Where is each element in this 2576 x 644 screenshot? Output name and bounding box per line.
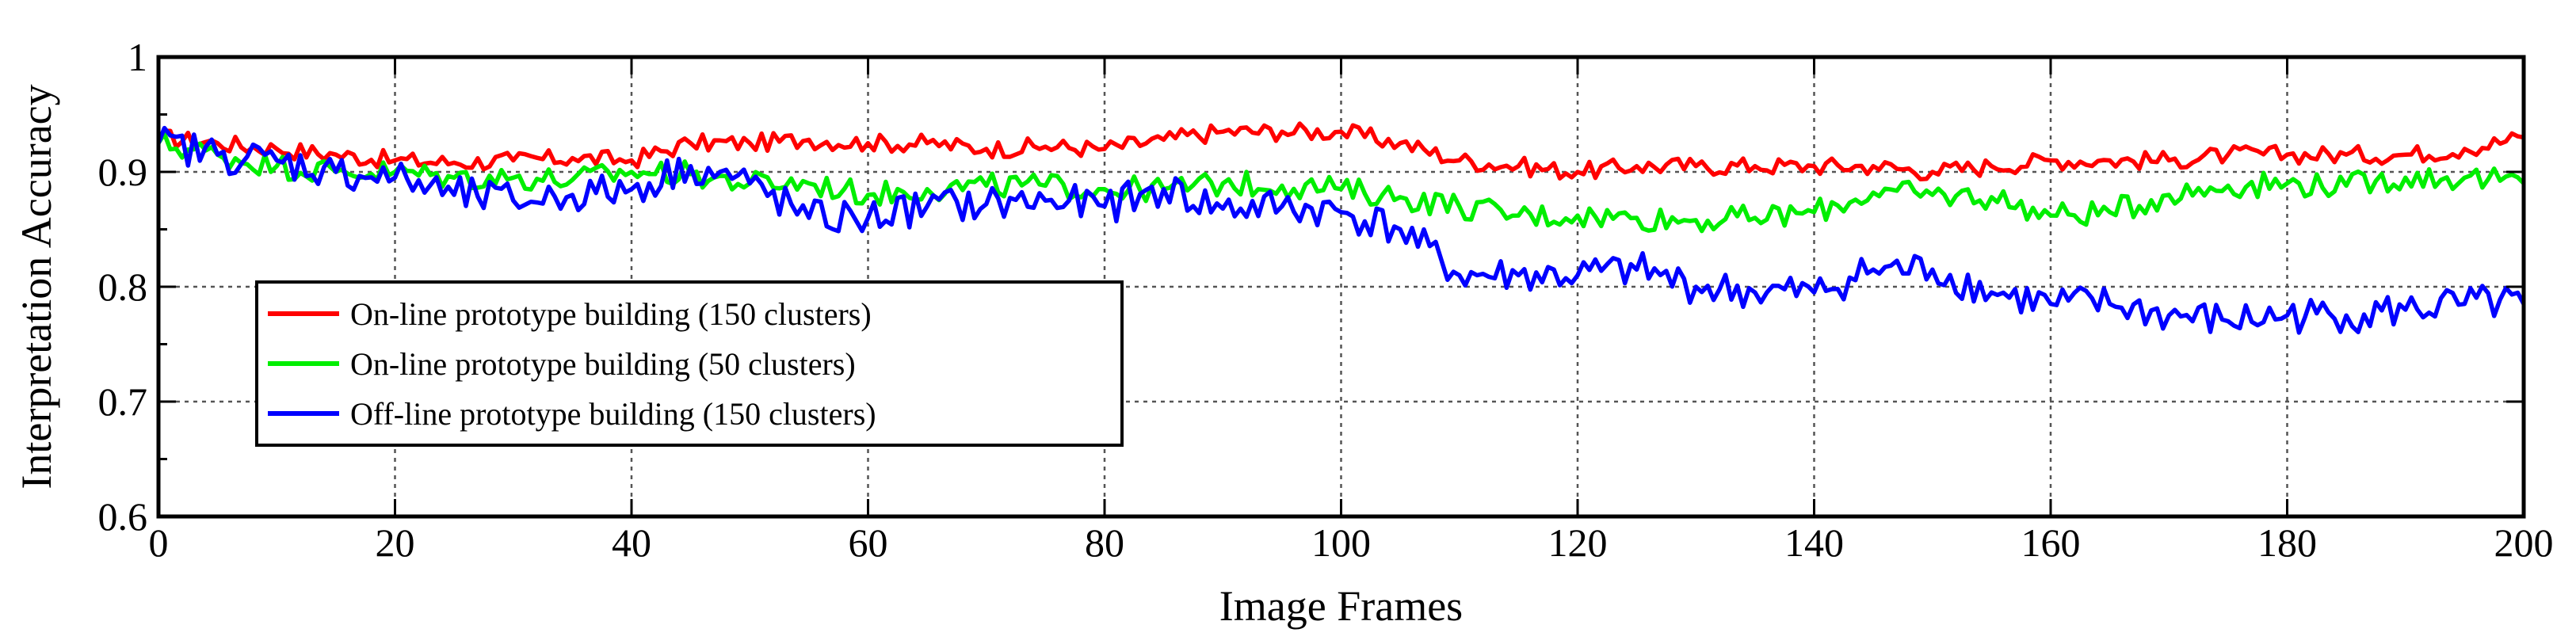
legend-entry-label: On-line prototype building (150 clusters… <box>350 296 872 332</box>
x-axis-label: Image Frames <box>1219 582 1463 630</box>
axis-ticks <box>157 55 2525 518</box>
x-tick-label: 80 <box>1085 520 1124 565</box>
y-tick-labels: 0.6 0.7 0.8 0.9 1 <box>98 35 148 539</box>
x-tick-label: 180 <box>2257 520 2317 565</box>
legend: On-line prototype building (150 clusters… <box>255 280 1124 447</box>
series-lines <box>156 121 2526 335</box>
series-line <box>156 131 2525 234</box>
y-axis-label: Interpretation Accuracy <box>13 84 60 489</box>
x-tick-label: 0 <box>149 520 169 565</box>
legend-entry-label: On-line prototype building (50 clusters) <box>350 346 856 382</box>
legend-box <box>255 280 1124 447</box>
x-tick-label: 200 <box>2494 520 2554 565</box>
series-line <box>156 125 2526 335</box>
x-tick-label: 160 <box>2021 520 2081 565</box>
x-tick-label: 120 <box>1548 520 1608 565</box>
x-tick-label: 40 <box>612 520 651 565</box>
y-tick-label: 0.6 <box>98 494 148 539</box>
x-tick-label: 60 <box>849 520 888 565</box>
x-tick-labels: 0 20 40 60 80 100 120 140 160 180 200 <box>149 520 2554 565</box>
x-tick-label: 140 <box>1784 520 1844 565</box>
legend-entry-label: Off-line prototype building (150 cluster… <box>350 396 876 432</box>
x-tick-label: 20 <box>376 520 415 565</box>
y-tick-label: 0.9 <box>98 150 148 194</box>
series-line <box>156 121 2524 182</box>
y-tick-label: 1 <box>128 35 147 79</box>
y-tick-label: 0.7 <box>98 379 148 424</box>
x-tick-label: 100 <box>1311 520 1371 565</box>
y-tick-label: 0.8 <box>98 265 148 309</box>
